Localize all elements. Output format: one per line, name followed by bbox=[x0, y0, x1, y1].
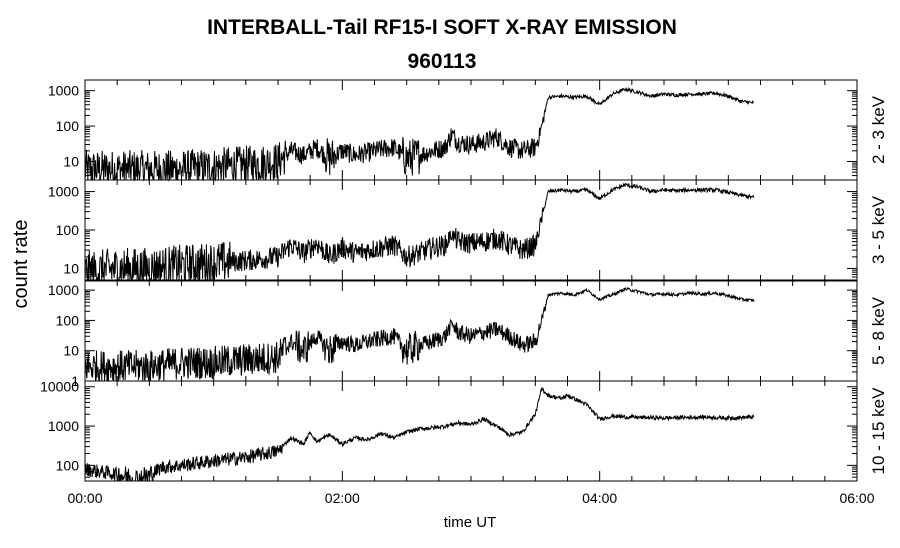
y-tick-label: 100 bbox=[56, 312, 80, 328]
y-tick-label: 1000 bbox=[48, 83, 79, 99]
panel-frame-1 bbox=[84, 79, 858, 181]
band-label-2: 3 - 5 keV bbox=[869, 195, 888, 264]
panel-frame-4 bbox=[84, 380, 858, 482]
y-tick-label: 1000 bbox=[48, 184, 79, 200]
band-label-4: 10 - 15 keV bbox=[869, 387, 888, 475]
y-tick-label: 1000 bbox=[48, 282, 79, 298]
y-tick-label: 100 bbox=[56, 457, 80, 473]
band-label-3: 5 - 8 keV bbox=[869, 296, 888, 365]
y-axis-label: count rate bbox=[10, 220, 32, 309]
chart-subtitle: 960113 bbox=[408, 50, 477, 73]
series-line-2 bbox=[84, 182, 755, 281]
series-line-4 bbox=[84, 387, 755, 483]
x-axis-label: time UT bbox=[444, 514, 497, 531]
y-tick-label: 10000 bbox=[40, 379, 79, 395]
y-tick-label: 10 bbox=[63, 260, 79, 276]
y-tick-label: 100 bbox=[56, 222, 80, 238]
x-tick-label: 00:00 bbox=[67, 490, 102, 506]
x-tick-label: 02:00 bbox=[325, 490, 360, 506]
panels-group: 10 100 1000 2 - 3 keV 10 100 1000 3 - 5 keV 1 10 1… bbox=[40, 79, 888, 483]
series-line-3 bbox=[84, 286, 755, 382]
x-tick-label: 04:00 bbox=[582, 490, 617, 506]
x-tick-label: 06:00 bbox=[839, 490, 874, 506]
y-tick-label: 1 bbox=[71, 373, 79, 389]
y-tick-label: 10 bbox=[63, 343, 79, 359]
y-tick-label: 100 bbox=[56, 118, 80, 134]
y-tick-label: 1000 bbox=[48, 418, 79, 434]
band-label-1: 2 - 3 keV bbox=[869, 95, 888, 164]
x-tick-labels: 00:00 02:00 04:00 06:00 bbox=[67, 490, 874, 506]
y-tick-label: 10 bbox=[63, 153, 79, 169]
series-line-1 bbox=[84, 86, 755, 182]
chart-title: INTERBALL-Tail RF15-I SOFT X-RAY EMISSIO… bbox=[207, 16, 677, 39]
